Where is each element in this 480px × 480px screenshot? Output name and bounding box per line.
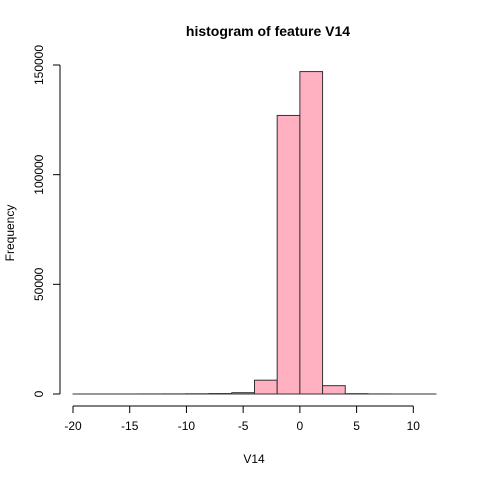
chart-title: histogram of feature V14 bbox=[186, 23, 350, 39]
y-tick-label: 50000 bbox=[32, 267, 46, 301]
y-tick-label: 150000 bbox=[32, 45, 46, 85]
x-tick-label: 10 bbox=[407, 419, 421, 433]
x-tick-label: -10 bbox=[178, 419, 196, 433]
histogram-bar bbox=[300, 72, 323, 394]
histogram-bar bbox=[277, 115, 300, 394]
y-tick-label: 100000 bbox=[32, 154, 46, 194]
y-axis: 0 50000 100000 150000 bbox=[32, 45, 60, 398]
x-axis-label: V14 bbox=[243, 452, 265, 466]
bars-group bbox=[73, 72, 436, 394]
histogram-bar bbox=[232, 393, 255, 394]
y-tick-label: 0 bbox=[32, 390, 46, 397]
y-axis-label: Frequency bbox=[3, 205, 17, 262]
x-tick-label: 0 bbox=[297, 419, 304, 433]
histogram-bar bbox=[323, 386, 346, 394]
histogram-bar bbox=[255, 380, 278, 394]
x-tick-label: -5 bbox=[238, 419, 249, 433]
x-tick-label: -20 bbox=[64, 419, 82, 433]
x-axis: -20 -15 -10 -5 0 5 10 bbox=[64, 406, 420, 433]
x-tick-label: -15 bbox=[121, 419, 139, 433]
x-tick-label: 5 bbox=[353, 419, 360, 433]
